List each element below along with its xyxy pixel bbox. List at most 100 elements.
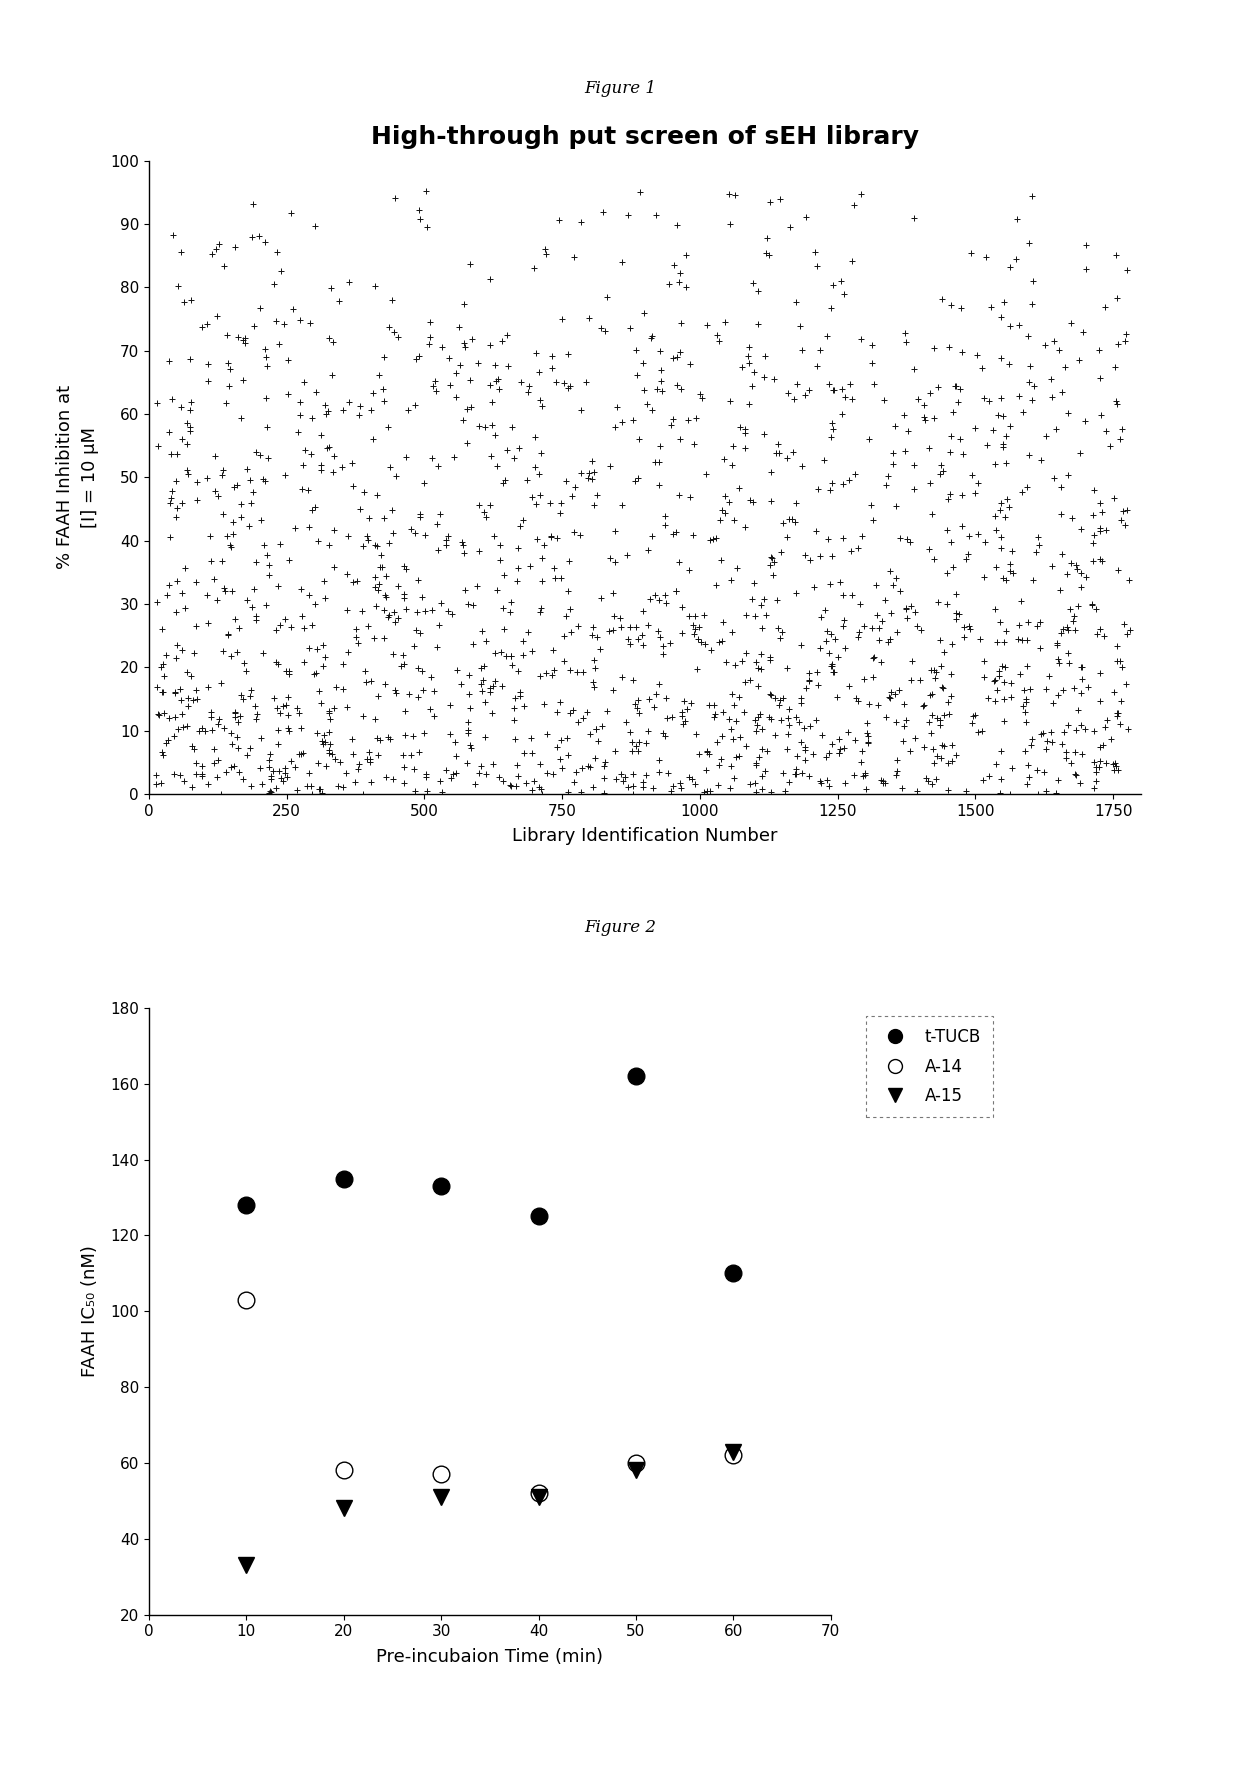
Point — [1105, 749, 1125, 778]
Point — [946, 605, 966, 633]
Point — [376, 669, 396, 698]
Point — [780, 696, 800, 724]
Point — [552, 305, 572, 334]
Point — [706, 699, 725, 728]
Point — [724, 690, 744, 719]
Point — [937, 558, 957, 587]
Point — [853, 762, 873, 790]
Point — [148, 699, 167, 728]
Point — [180, 344, 200, 373]
Point — [474, 651, 494, 680]
Point — [869, 614, 889, 642]
Point — [806, 517, 826, 546]
Point — [626, 731, 646, 760]
Point — [578, 753, 598, 781]
Point — [991, 489, 1011, 517]
Point — [413, 657, 433, 685]
Point — [203, 735, 223, 764]
Point — [305, 658, 325, 687]
Point — [153, 740, 172, 769]
Point — [150, 769, 170, 797]
Point — [634, 596, 653, 624]
Point — [228, 323, 248, 351]
Point — [671, 769, 691, 797]
Point — [409, 196, 429, 225]
Point — [1001, 669, 1021, 698]
Point — [887, 619, 906, 648]
Point — [751, 591, 771, 619]
Point — [1071, 710, 1091, 739]
Point — [908, 385, 928, 414]
Point — [852, 737, 872, 765]
Point — [611, 760, 631, 789]
Point — [897, 706, 916, 735]
Point — [161, 483, 181, 512]
Point — [930, 460, 950, 489]
Point — [920, 378, 940, 407]
Point — [724, 507, 744, 535]
Point — [1019, 441, 1039, 469]
Point — [1037, 421, 1056, 450]
Point — [522, 776, 542, 805]
Point — [991, 765, 1011, 794]
Point — [833, 471, 853, 500]
Point — [500, 771, 520, 799]
Point — [810, 633, 830, 662]
Point — [905, 724, 925, 753]
Point — [450, 351, 470, 380]
Point — [994, 628, 1014, 657]
Point — [869, 626, 889, 655]
Point — [983, 667, 1003, 696]
Point — [810, 767, 830, 796]
Point — [1037, 776, 1056, 805]
Point — [688, 624, 708, 653]
Point — [537, 239, 557, 268]
Point — [708, 771, 728, 799]
Point — [836, 384, 856, 412]
Point — [231, 403, 250, 432]
Point — [634, 300, 653, 328]
Point — [940, 480, 960, 508]
Point — [177, 712, 197, 740]
Point — [624, 772, 644, 801]
Point — [155, 662, 175, 690]
Point — [730, 723, 750, 751]
Point — [835, 280, 854, 309]
Point — [484, 521, 503, 549]
Point — [175, 594, 195, 623]
Point — [208, 710, 228, 739]
Point — [986, 516, 1006, 544]
Point — [244, 574, 264, 603]
Point — [1090, 687, 1110, 715]
Point — [823, 658, 843, 687]
Point — [1104, 756, 1123, 785]
Point — [779, 721, 799, 749]
Point — [460, 694, 480, 723]
Point — [735, 434, 755, 462]
Point — [651, 357, 671, 385]
Point — [754, 585, 774, 614]
Point — [1009, 610, 1029, 639]
Point — [924, 749, 944, 778]
Point — [715, 648, 735, 676]
Point — [405, 391, 425, 419]
Point — [239, 512, 259, 541]
Point — [350, 494, 370, 523]
Legend: t-TUCB, A-14, A-15: t-TUCB, A-14, A-15 — [867, 1017, 993, 1117]
Point — [368, 576, 388, 605]
Point — [751, 735, 771, 764]
Point — [371, 726, 391, 755]
Point — [990, 608, 1009, 637]
Point — [160, 703, 180, 731]
Point — [402, 740, 422, 769]
Point — [828, 739, 848, 767]
Point — [587, 715, 606, 744]
Point — [746, 778, 766, 806]
Point — [458, 394, 477, 423]
Point — [627, 464, 647, 492]
Point — [637, 535, 657, 564]
Point — [677, 273, 697, 301]
Point — [622, 737, 642, 765]
Point — [835, 769, 854, 797]
Point — [171, 392, 191, 421]
